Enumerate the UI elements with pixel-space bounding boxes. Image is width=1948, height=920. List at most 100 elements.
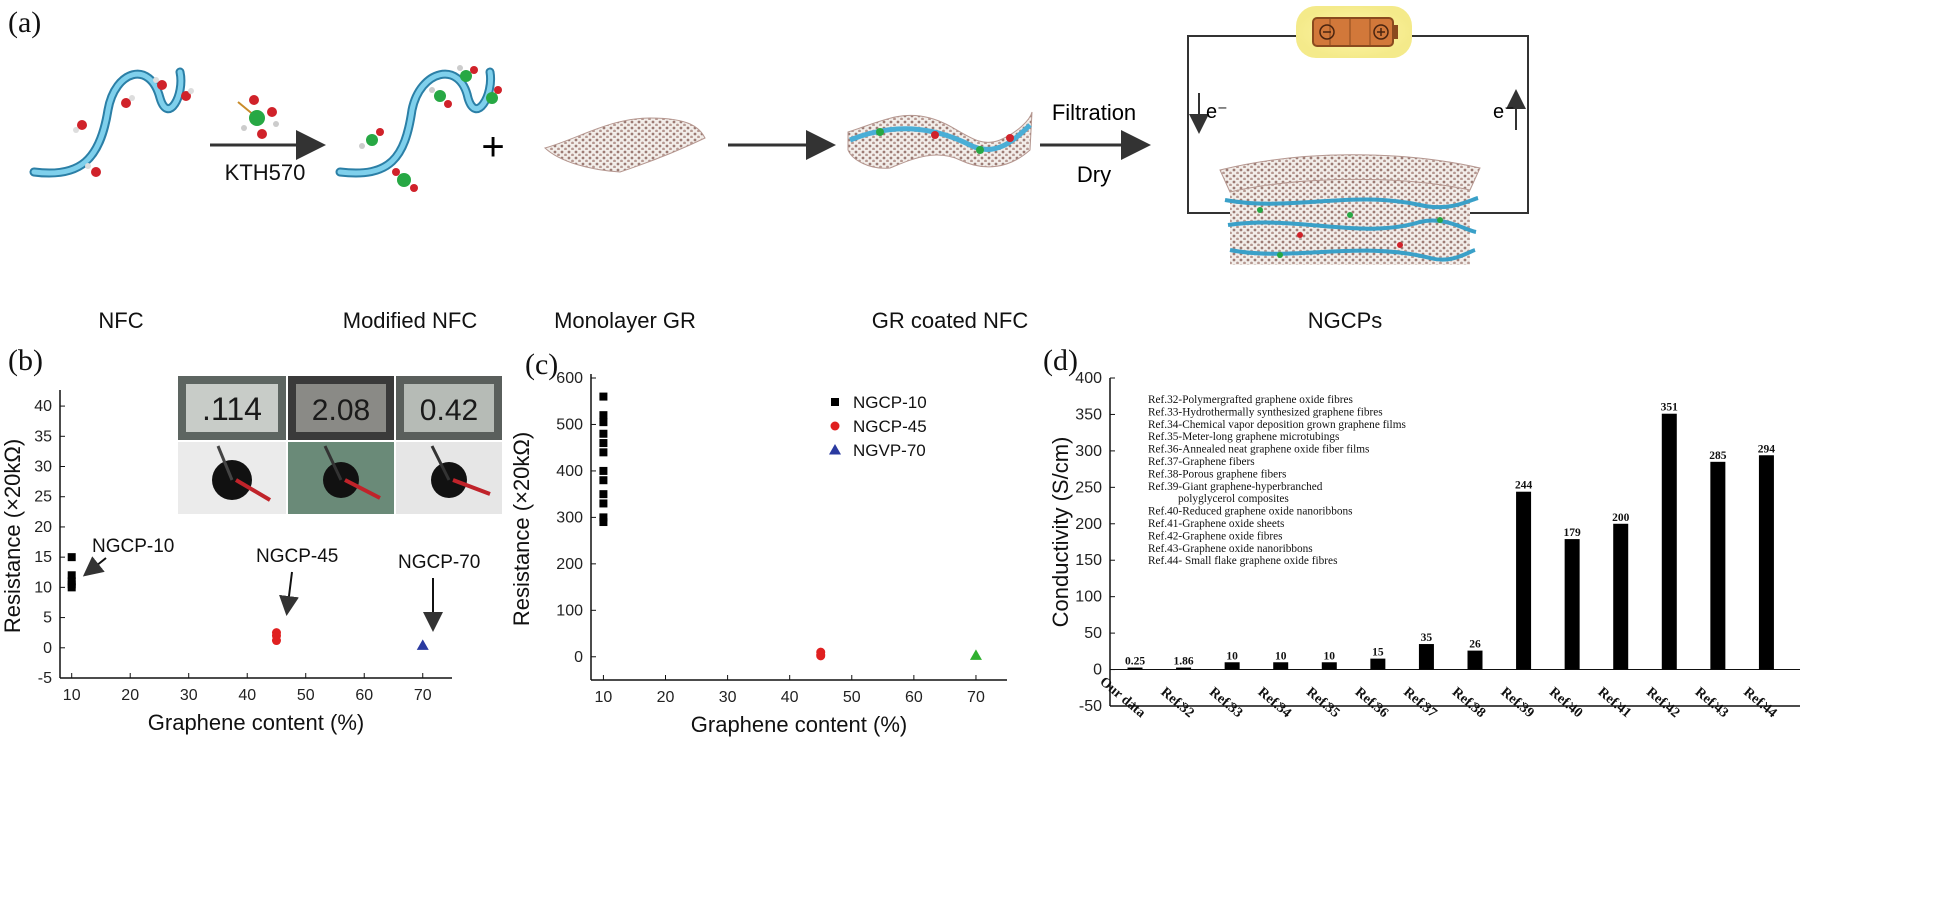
- y-tick-label: 100: [1075, 589, 1102, 606]
- bar-12: [1710, 461, 1726, 670]
- x-tick-label: 50: [843, 689, 861, 706]
- reference-line: Ref.38-Porous graphene fibers: [1148, 468, 1286, 480]
- bar-1: [1176, 667, 1192, 670]
- bar-value-label: 0.25: [1125, 656, 1145, 668]
- y-tick-label: 35: [34, 428, 52, 445]
- reference-line: Ref.41-Graphene oxide sheets: [1148, 518, 1284, 530]
- nfc-fiber-icon: [29, 67, 194, 178]
- bar-7: [1467, 650, 1483, 670]
- reference-line: Ref.39-Giant graphene-hyperbranched: [1148, 481, 1323, 493]
- series-1: [271, 628, 281, 646]
- conductivity-chart-d: -50 0 50 100 150 200 250 300 350 400 Conductivity …: [1048, 370, 1800, 721]
- data-point: [599, 476, 608, 485]
- annotation-ngcp-10: NGCP-10: [92, 536, 174, 557]
- data-point: [969, 649, 982, 660]
- annotation-arrow-45: [279, 571, 299, 616]
- x-category-label: Ref.38: [1449, 685, 1488, 721]
- reference-line: Ref.44- Small flake graphene oxide fibre…: [1148, 555, 1337, 567]
- schematic-a: + Filtration Dry e⁻ e⁻: [29, 6, 1529, 265]
- panel-a-label: (a): [8, 6, 42, 39]
- bar-4: [1321, 662, 1337, 670]
- x-category-label: Ref.41: [1595, 685, 1634, 721]
- y-tick-label: 300: [1075, 443, 1102, 460]
- bar-value-label: 10: [1275, 650, 1287, 662]
- caption-gr-coated-nfc: GR coated NFC: [871, 308, 1029, 333]
- data-point: [599, 439, 608, 448]
- bar-13: [1758, 455, 1774, 670]
- bar-value-label: 200: [1612, 512, 1630, 524]
- modified-nfc-icon: [335, 65, 502, 192]
- reference-line: Ref.42-Graphene oxide fibres: [1148, 530, 1283, 542]
- bar-3: [1273, 662, 1289, 670]
- bar-value-label: 26: [1469, 639, 1481, 651]
- meter-reading-3: 0.42: [420, 394, 478, 427]
- y-tick-label: 50: [1084, 625, 1102, 642]
- annotation-ngcp-70: NGCP-70: [398, 552, 480, 573]
- kth570-molecule-icon: [237, 95, 279, 139]
- data-point: [599, 418, 608, 427]
- x-tick-label: 70: [967, 689, 985, 706]
- legend-label-0: NGCP-10: [853, 393, 927, 412]
- legend-marker-0: [831, 398, 839, 406]
- x-tick-label: 10: [63, 687, 81, 704]
- y-tick-label: 300: [556, 509, 583, 526]
- bar-value-label: 294: [1758, 443, 1776, 455]
- x-category-label: Ref.32: [1158, 685, 1197, 721]
- multimeter-photo-1: .114: [178, 376, 286, 514]
- panel-b-label: (b): [8, 344, 43, 377]
- y-tick-label: 0: [1093, 662, 1102, 679]
- y-tick-label: 25: [34, 489, 52, 506]
- x-category-label: Ref.39: [1498, 685, 1537, 721]
- bar-0: [1127, 667, 1143, 670]
- bar-value-label: 179: [1564, 527, 1582, 539]
- filtration-label: Filtration: [1052, 100, 1136, 125]
- x-category-label: Ref.34: [1255, 685, 1294, 721]
- y-tick-label: 15: [34, 549, 52, 566]
- y-tick-label: 400: [556, 463, 583, 480]
- reference-line: Ref.43-Graphene oxide nanoribbons: [1148, 543, 1313, 555]
- x-tick-label: 40: [238, 687, 256, 704]
- x-category-label: Ref.42: [1643, 685, 1682, 721]
- series-2: [416, 639, 429, 650]
- x-tick-label: 10: [595, 689, 613, 706]
- bar-value-label: 351: [1661, 402, 1679, 414]
- resistance-chart-b: .114 2.08 0.42 NGCP-10 NGCP-45 NGCP-70: [0, 376, 502, 735]
- series-1: [816, 647, 826, 661]
- data-point: [599, 499, 608, 508]
- data-point: [599, 513, 608, 522]
- y-axis-title: Conductivity (S/cm): [1048, 437, 1073, 628]
- series-0: [599, 392, 608, 527]
- annotation-ngcp-45: NGCP-45: [256, 546, 338, 567]
- ngcp-stack-icon: [1219, 154, 1481, 265]
- resistance-chart-c: 0 100 200 300 400 500 600 10 20 30 40 50 60 70 Graphen…: [510, 370, 1007, 737]
- x-category-label: Ref.44: [1740, 685, 1779, 721]
- bar-value-label: 244: [1515, 480, 1533, 492]
- y-tick-label: 400: [1075, 370, 1102, 387]
- y-tick-label: -50: [1079, 698, 1102, 715]
- bar-10: [1613, 523, 1629, 670]
- data-point: [67, 553, 76, 562]
- y-tick-label: 150: [1075, 552, 1102, 569]
- data-point: [816, 651, 826, 661]
- data-point: [67, 583, 76, 592]
- y-tick-label: 30: [34, 459, 52, 476]
- legend-label-1: NGCP-45: [853, 417, 927, 436]
- x-tick-label: 30: [719, 689, 737, 706]
- monolayer-graphene-icon: [544, 117, 706, 173]
- y-tick-label: 40: [34, 398, 52, 415]
- y-tick-label: 350: [1075, 406, 1102, 423]
- series-2: [969, 649, 982, 660]
- bar-value-label: 285: [1709, 450, 1727, 462]
- bar-6: [1418, 644, 1434, 670]
- data-point: [599, 466, 608, 475]
- legend-marker-2: [829, 444, 841, 455]
- x-category-label: Ref.35: [1303, 685, 1342, 721]
- data-point: [67, 571, 76, 580]
- electron-right-label: e⁻: [1493, 101, 1515, 123]
- y-tick-label: 0: [43, 640, 52, 657]
- x-tick-label: 60: [905, 689, 923, 706]
- bar-value-label: 15: [1372, 647, 1384, 659]
- x-axis-title: Graphene content (%): [148, 710, 364, 735]
- electron-left-label: e⁻: [1206, 101, 1228, 123]
- gr-coated-nfc-icon: [847, 111, 1033, 169]
